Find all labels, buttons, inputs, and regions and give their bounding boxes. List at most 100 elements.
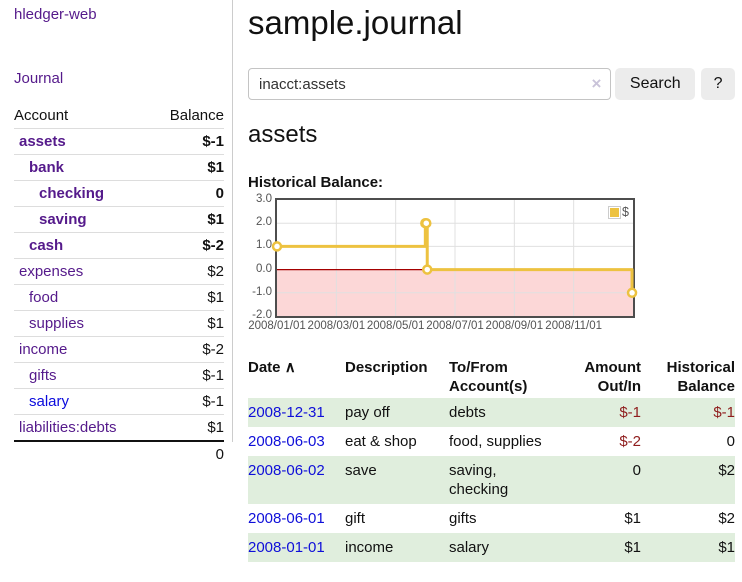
account-balance: $1 <box>149 284 224 311</box>
account-row-income: income $-2 <box>14 336 224 363</box>
sort-ascending-icon: ∧ <box>284 359 296 376</box>
register-header-accounts: To/From Account(s) <box>449 359 528 396</box>
transaction-description: pay off <box>345 398 449 428</box>
transaction-balance: $1 <box>641 533 735 563</box>
sidebar-item-journal[interactable]: Journal <box>14 70 64 87</box>
account-link-checking[interactable]: checking <box>39 185 105 202</box>
search-form: × Search ? <box>248 68 735 100</box>
account-balance: $-1 <box>149 388 224 415</box>
brand-link[interactable]: hledger-web <box>14 6 97 23</box>
register-row: 2008-06-02 save saving, checking 0 $2 <box>248 456 735 505</box>
chart-plot-area[interactable]: $ <box>271 198 638 318</box>
accounts-total: 0 <box>149 440 224 467</box>
search-button[interactable]: Search <box>615 68 696 100</box>
account-link-salary[interactable]: salary <box>29 393 70 410</box>
transaction-date-link[interactable]: 2008-12-31 <box>248 404 325 422</box>
account-row-food: food $1 <box>14 284 224 311</box>
register-table: Date ∧ Description To/From Account(s) Am… <box>248 356 735 563</box>
account-link-liabilities-debts[interactable]: liabilities:debts <box>19 419 117 436</box>
register-header-amount: Amount Out/In <box>584 359 641 396</box>
search-input[interactable] <box>248 68 612 100</box>
account-link-food[interactable]: food <box>29 289 59 306</box>
account-link-expenses[interactable]: expenses <box>19 263 84 280</box>
x-tick-label: 2008/01/01 <box>248 320 306 332</box>
y-tick-label: 1.0 <box>256 239 272 252</box>
transaction-amount: $-1 <box>569 398 641 428</box>
search-help-button[interactable]: ? <box>701 68 735 100</box>
register-row: 2008-12-31 pay off debts $-1 $-1 <box>248 398 735 428</box>
accounts-header-row: Account Balance <box>14 103 224 129</box>
y-tick-label: 3.0 <box>256 193 272 205</box>
main-content: sample.journal × Search ? assets Histori… <box>234 0 742 563</box>
account-balance: $1 <box>149 414 224 442</box>
x-tick-label: 2008/11/01 <box>545 320 603 332</box>
transaction-description: eat & shop <box>345 433 417 451</box>
transaction-amount: $1 <box>569 533 641 563</box>
y-tick-label: 0.0 <box>256 262 272 275</box>
account-link-bank[interactable]: bank <box>29 159 65 176</box>
transaction-balance: 0 <box>726 433 735 451</box>
transaction-description: gift <box>345 510 366 528</box>
historical-balance-chart: 3.0 2.0 1.0 0.0 -1.0 -2.0 $ 2008/01/01 2008/03… <box>248 193 735 334</box>
y-tick-label: -2.0 <box>252 309 272 321</box>
accounts-header-balance: Balance <box>149 103 224 129</box>
transaction-amount: $1 <box>624 510 641 528</box>
chart-legend: $ <box>608 205 629 219</box>
register-header-description: Description <box>345 359 428 376</box>
account-heading: assets <box>248 121 318 148</box>
sidebar-nav: Journal <box>14 70 224 87</box>
account-balance: $1 <box>149 310 224 337</box>
account-row-gifts: gifts $-1 <box>14 362 224 389</box>
transaction-date-link[interactable]: 2008-06-01 <box>248 510 325 528</box>
account-balance: 0 <box>149 180 224 207</box>
clear-search-icon[interactable]: × <box>591 74 602 93</box>
account-balance: $1 <box>149 154 224 181</box>
account-link-gifts[interactable]: gifts <box>29 367 57 384</box>
account-row-cash: cash $-2 <box>14 232 224 259</box>
account-balance: $-2 <box>149 232 224 259</box>
account-link-supplies[interactable]: supplies <box>29 315 85 332</box>
register-row: 2008-06-01 gift gifts $1 $2 <box>248 504 735 533</box>
transaction-accounts: debts <box>449 398 569 428</box>
account-row-assets: assets $-1 <box>14 128 224 155</box>
transaction-accounts: food, supplies <box>449 433 542 451</box>
account-link-income[interactable]: income <box>19 341 68 358</box>
legend-label: $ <box>622 205 629 219</box>
accounts-total-row: 0 <box>14 440 224 467</box>
chart-x-axis-labels: 2008/01/01 2008/03/01 2008/05/01 2008/07/01… <box>248 318 637 334</box>
transaction-date-link[interactable]: 2008-01-01 <box>248 539 325 557</box>
account-link-assets[interactable]: assets <box>19 133 66 150</box>
transaction-date-link[interactable]: 2008-06-02 <box>248 462 325 480</box>
transaction-description: save <box>345 456 449 505</box>
register-header-balance: Historical Balance <box>666 359 735 396</box>
sidebar: hledger-web Journal Account Balance asse… <box>0 0 233 467</box>
account-row-bank: bank $1 <box>14 154 224 181</box>
x-tick-label: 2008/05/01 <box>366 320 425 332</box>
chart-y-axis-labels: 3.0 2.0 1.0 0.0 -1.0 -2.0 <box>248 193 275 321</box>
account-link-saving[interactable]: saving <box>39 211 87 228</box>
account-balance: $-2 <box>149 336 224 363</box>
accounts-table: Account Balance assets $-1 bank $1 check… <box>14 103 224 467</box>
transaction-amount: 0 <box>569 456 641 505</box>
legend-swatch-icon <box>608 205 622 219</box>
register-header-row: Date ∧ Description To/From Account(s) Am… <box>248 356 735 398</box>
transaction-balance: $2 <box>641 456 735 505</box>
search-box: × <box>248 68 612 100</box>
transaction-accounts: gifts <box>449 510 477 528</box>
x-tick-label: 2008/09/01 <box>485 320 544 332</box>
account-balance: $1 <box>149 206 224 233</box>
transaction-date-link[interactable]: 2008-06-03 <box>248 433 325 451</box>
transaction-description: income <box>345 533 449 563</box>
register-header-date[interactable]: Date ∧ <box>248 359 296 376</box>
register-row: 2008-01-01 income salary $1 $1 <box>248 533 735 563</box>
y-tick-label: -1.0 <box>252 285 272 298</box>
transaction-amount: $-2 <box>619 433 641 451</box>
account-row-salary: salary $-1 <box>14 388 224 415</box>
account-row-expenses: expenses $2 <box>14 258 224 285</box>
register-row: 2008-06-03 eat & shop food, supplies $-2… <box>248 427 735 456</box>
accounts-header-account: Account <box>14 103 149 129</box>
chart-title: Historical Balance: <box>248 174 384 191</box>
transaction-balance: $2 <box>718 510 735 528</box>
y-tick-label: 2.0 <box>256 216 272 229</box>
account-link-cash[interactable]: cash <box>29 237 64 254</box>
